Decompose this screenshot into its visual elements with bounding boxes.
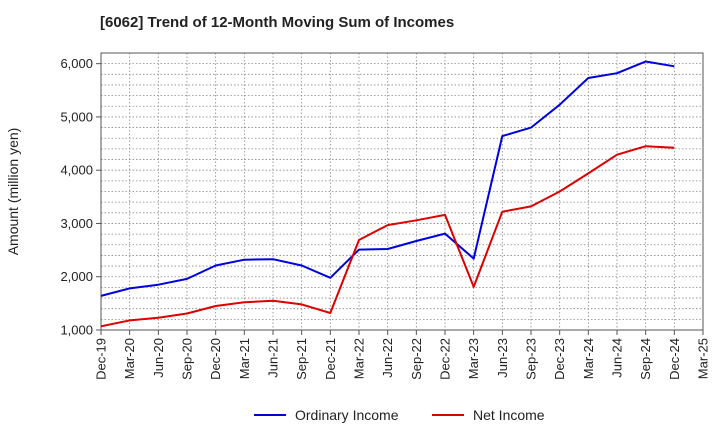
- x-tick-label: Sep-21: [294, 338, 309, 380]
- legend-label-ordinary-income: Ordinary Income: [295, 407, 399, 423]
- grid: [100, 52, 704, 331]
- x-tick-label: Sep-22: [409, 338, 424, 380]
- x-tick-label: Sep-23: [524, 338, 539, 380]
- x-tick-label: Jun-22: [380, 338, 395, 378]
- series-layer: [100, 60, 675, 328]
- legend-label-net-income: Net Income: [473, 407, 545, 423]
- x-tick-label: Jun-23: [495, 338, 510, 378]
- x-axis: Dec-19 Mar-20 Jun-20 Sep-20 Dec-20 Mar-21 Jun-…: [94, 330, 711, 380]
- y-tick-label: 6,000: [60, 56, 93, 71]
- x-tick-label: Mar-24: [581, 338, 596, 379]
- x-tick-label: Sep-20: [180, 338, 195, 380]
- x-tick-label: Jun-20: [151, 338, 166, 378]
- x-tick-label: Mar-22: [352, 338, 367, 379]
- x-tick-label: Mar-23: [466, 338, 481, 379]
- x-tick-label: Jun-21: [266, 338, 281, 378]
- y-axis-title: Amount (million yen): [5, 128, 21, 256]
- x-tick-label: Dec-24: [667, 338, 682, 380]
- x-tick-label: Sep-24: [638, 338, 653, 380]
- x-tick-label: Dec-19: [94, 338, 109, 380]
- y-tick-label: 2,000: [60, 269, 93, 284]
- series-line-ordinary-income: [100, 60, 675, 297]
- x-tick-label: Jun-24: [610, 338, 625, 378]
- chart-title: [6062] Trend of 12-Month Moving Sum of I…: [100, 14, 455, 31]
- y-tick-label: 4,000: [60, 163, 93, 178]
- x-tick-label: Mar-25: [696, 338, 711, 379]
- series-line-net-income: [100, 145, 675, 328]
- x-tick-label: Dec-21: [323, 338, 338, 380]
- x-tick-label: Dec-20: [208, 338, 223, 380]
- y-tick-label: 3,000: [60, 216, 93, 231]
- legend: Ordinary Income Net Income: [254, 407, 545, 423]
- y-axis: 1,000 2,000 3,000 4,000 5,000 6,000: [60, 56, 101, 338]
- x-tick-label: Mar-21: [237, 338, 252, 379]
- y-tick-label: 5,000: [60, 109, 93, 124]
- x-tick-label: Mar-20: [122, 338, 137, 379]
- x-tick-label: Dec-23: [552, 338, 567, 380]
- x-tick-label: Dec-22: [438, 338, 453, 380]
- y-tick-label: 1,000: [60, 323, 93, 338]
- plot-area-frame: [100, 52, 704, 331]
